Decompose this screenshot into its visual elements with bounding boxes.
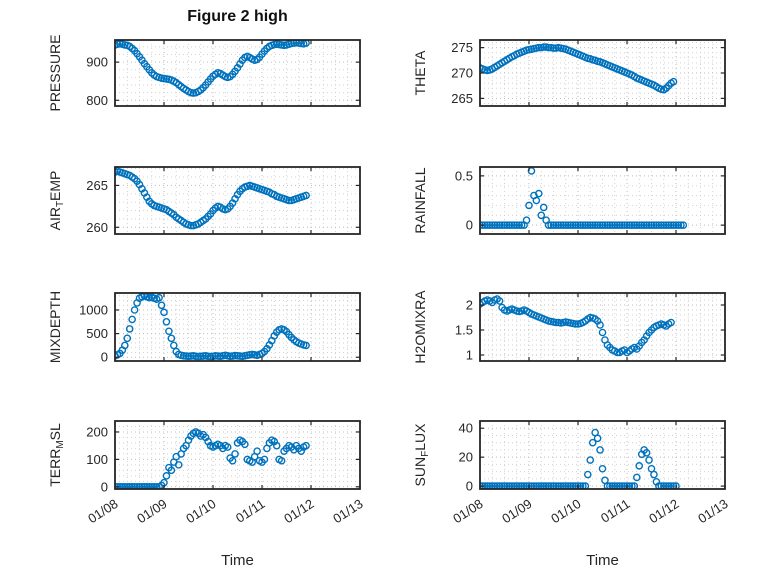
chart-sunflux: 0 20 40 01/08 01/09 01/10 01/11 01/12 01/13 SUNFL…	[412, 420, 731, 526]
svg-text:01/12: 01/12	[646, 496, 681, 526]
chart-airtemp: 260 265 AIRTEMP	[47, 166, 361, 235]
svg-text:01/09: 01/09	[134, 496, 169, 526]
svg-text:265: 265	[86, 178, 108, 193]
svg-text:200: 200	[86, 424, 108, 439]
svg-text:270: 270	[451, 66, 473, 81]
chart-h2omixra: 1 1.5 2 H2OMIXRA	[412, 290, 726, 364]
svg-text:2: 2	[466, 298, 473, 313]
svg-text:40: 40	[459, 421, 473, 436]
svg-text:01/08: 01/08	[450, 496, 485, 526]
figure-title: Figure 2 high	[187, 8, 288, 25]
svg-text:260: 260	[86, 220, 108, 235]
svg-text:01/13: 01/13	[695, 496, 730, 526]
svg-text:01/12: 01/12	[281, 496, 316, 526]
svg-text:500: 500	[86, 326, 108, 341]
svg-text:01/11: 01/11	[233, 496, 268, 526]
chart-theta: 265 270 275 THETA	[412, 39, 726, 107]
svg-text:THETA: THETA	[412, 50, 428, 96]
svg-text:01/13: 01/13	[330, 496, 365, 526]
svg-text:1: 1	[466, 348, 473, 363]
svg-text:01/10: 01/10	[183, 496, 218, 526]
svg-text:AIRTEMP: AIRTEMP	[47, 171, 66, 231]
svg-text:0: 0	[466, 479, 473, 494]
chart-rainfall: 0 0.5 RAINFALL	[412, 166, 726, 235]
svg-text:PRESSURE: PRESSURE	[47, 34, 63, 111]
svg-text:SUNFLUX: SUNFLUX	[412, 423, 431, 487]
svg-text:0: 0	[101, 350, 108, 365]
svg-text:1.5: 1.5	[455, 323, 473, 338]
svg-text:275: 275	[451, 40, 473, 55]
svg-text:TERRMSL: TERRMSL	[47, 423, 66, 487]
svg-text:RAINFALL: RAINFALL	[412, 167, 428, 233]
chart-terrmsl: 0 100 200 01/08 01/09 01/10 01/11 01/12 01/13 TER…	[47, 420, 366, 526]
svg-text:20: 20	[459, 450, 473, 465]
x-axis-title-right: Time	[586, 552, 619, 569]
svg-text:0.5: 0.5	[455, 168, 473, 183]
svg-text:800: 800	[86, 93, 108, 108]
svg-text:01/11: 01/11	[598, 496, 633, 526]
svg-text:1000: 1000	[79, 303, 108, 318]
svg-text:01/09: 01/09	[499, 496, 534, 526]
x-axis-title-left: Time	[221, 552, 254, 569]
chart-mixdepth: 0 500 1000 MIXDEPTH	[47, 291, 361, 365]
chart-pressure: 800 900 PRESSURE	[47, 34, 361, 112]
svg-text:01/10: 01/10	[548, 496, 583, 526]
svg-text:900: 900	[86, 55, 108, 70]
svg-text:MIXDEPTH: MIXDEPTH	[47, 291, 63, 363]
svg-text:265: 265	[451, 91, 473, 106]
svg-text:0: 0	[101, 479, 108, 494]
svg-text:0: 0	[466, 218, 473, 233]
svg-text:01/08: 01/08	[85, 496, 120, 526]
svg-text:H2OMIXRA: H2OMIXRA	[412, 290, 428, 364]
svg-text:100: 100	[86, 452, 108, 467]
